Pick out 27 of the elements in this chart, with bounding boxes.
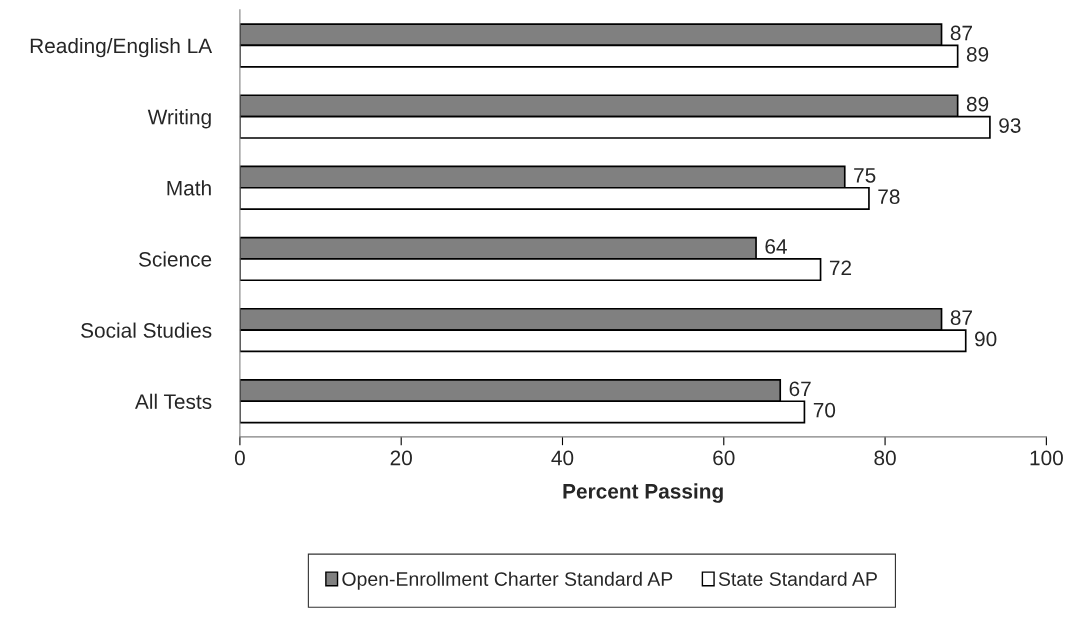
x-tick-label: 100: [1030, 450, 1063, 466]
data-label: 87: [950, 310, 972, 326]
data-label: 67: [789, 381, 811, 397]
data-label: 78: [878, 189, 900, 205]
x-tick-label: 80: [874, 450, 896, 466]
data-label: 93: [999, 118, 1021, 133]
y-tick-label: Social Studies: [81, 322, 212, 338]
x-tick-label: 40: [551, 450, 574, 466]
data-label: 90: [975, 331, 997, 347]
y-tick-label: Reading/English LA: [30, 37, 213, 58]
data-label: 75: [854, 168, 876, 183]
legend-label: Open-Enrollment Charter Standard AP: [342, 571, 673, 590]
x-axis-title: Percent Passing: [563, 483, 723, 503]
data-label: 87: [950, 25, 972, 41]
x-tick-label: 20: [390, 450, 412, 466]
legend-label: State Standard AP: [718, 571, 877, 586]
data-label: 89: [966, 96, 989, 112]
x-tick-label: 0: [234, 450, 245, 466]
data-label: 89: [966, 46, 989, 62]
data-label: 70: [813, 402, 836, 418]
y-tick-label: Math: [167, 180, 211, 196]
y-tick-label: All Tests: [134, 393, 212, 410]
y-tick-label: Science: [138, 251, 212, 267]
data-label: 64: [765, 239, 787, 254]
data-label: 72: [829, 260, 852, 275]
y-tick-label: Writing: [147, 109, 211, 129]
x-tick-label: 60: [713, 450, 735, 466]
